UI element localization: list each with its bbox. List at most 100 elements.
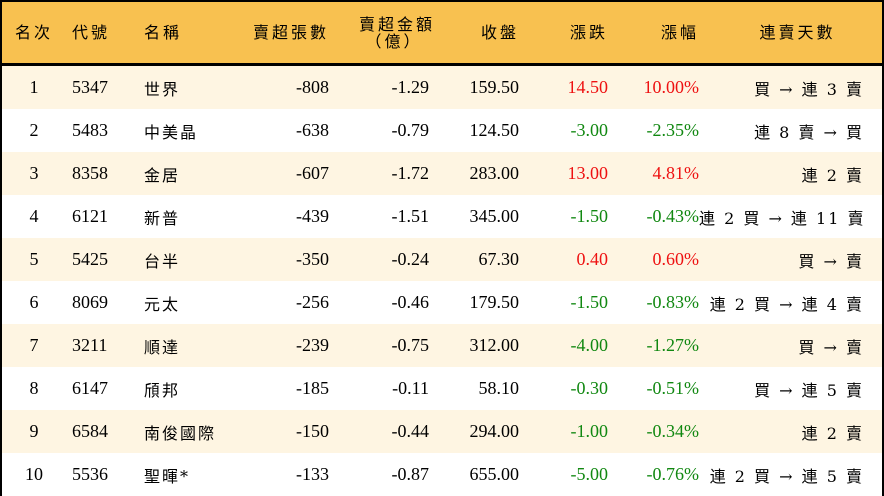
cell-net-sell-shares: -350 (296, 249, 329, 269)
cell-change: -1.50 (570, 206, 609, 226)
cell-rank: 9 (29, 421, 39, 441)
cell-close: 124.50 (469, 120, 520, 140)
cell-streak: 買 → 賣 (798, 251, 864, 271)
cell-name: 南俊國際 (144, 423, 217, 443)
cell-name: 順達 (144, 337, 181, 357)
header-amount-line2: （億） (365, 31, 423, 51)
cell-net-sell-shares: -150 (296, 421, 329, 441)
table-header: 名次 代號 名稱 賣超張數 賣超金額 （億） 收盤 漲跌 漲幅 連賣天數 (2, 2, 882, 66)
cell-net-sell-amount: -1.51 (391, 206, 430, 226)
table-row: 9 6584 南俊國際 -150 -0.44 294.00 -1.00 -0.3… (2, 410, 882, 453)
cell-change: -1.50 (570, 292, 609, 312)
table-row: 2 5483 中美晶 -638 -0.79 124.50 -3.00 -2.35… (2, 109, 882, 152)
cell-net-sell-amount: -0.75 (391, 335, 430, 355)
cell-name: 頎邦 (144, 380, 181, 400)
cell-rank: 7 (29, 335, 39, 355)
cell-rank: 4 (29, 206, 39, 226)
cell-name: 台半 (144, 251, 181, 271)
cell-streak: 買 → 賣 (798, 337, 864, 357)
cell-change-pct: 10.00% (643, 77, 700, 97)
cell-net-sell-amount: -0.11 (392, 378, 429, 398)
cell-streak: 連 2 買 → 連 4 賣 (709, 294, 864, 314)
cell-rank: 5 (29, 249, 39, 269)
cell-streak: 買 → 連 3 賣 (754, 79, 864, 99)
cell-streak: 連 2 買 → 連 11 賣 (699, 208, 866, 228)
cell-code: 6584 (72, 421, 108, 441)
cell-change: 0.40 (576, 249, 609, 269)
table-row: 5 5425 台半 -350 -0.24 67.30 0.40 0.60% 買 … (2, 238, 882, 281)
cell-change: 14.50 (567, 77, 609, 97)
cell-net-sell-shares: -185 (296, 378, 329, 398)
cell-change: -5.00 (570, 464, 609, 484)
cell-rank: 1 (29, 77, 39, 97)
cell-name: 金居 (144, 165, 181, 185)
cell-code: 5536 (72, 464, 108, 484)
cell-close: 283.00 (469, 163, 520, 183)
cell-code: 3211 (72, 335, 108, 355)
table-row: 4 6121 新普 -439 -1.51 345.00 -1.50 -0.43%… (2, 195, 882, 238)
cell-change-pct: -1.27% (646, 335, 700, 355)
cell-close: 655.00 (469, 464, 520, 484)
header-net-sell-shares: 賣超張數 (252, 23, 329, 42)
header-amount-line1: 賣超金額 (359, 14, 436, 34)
table-row: 7 3211 順達 -239 -0.75 312.00 -4.00 -1.27%… (2, 324, 882, 367)
cell-close: 312.00 (469, 335, 520, 355)
cell-rank: 3 (29, 163, 39, 183)
cell-code: 8069 (72, 292, 108, 312)
cell-net-sell-shares: -439 (296, 206, 329, 226)
cell-code: 6147 (72, 378, 108, 398)
header-change-pct: 漲幅 (660, 23, 699, 42)
cell-close: 58.10 (478, 378, 520, 398)
cell-code: 8358 (72, 163, 108, 183)
cell-name: 中美晶 (144, 122, 199, 142)
cell-code: 5347 (72, 77, 108, 97)
cell-rank: 10 (25, 464, 43, 484)
cell-code: 6121 (72, 206, 108, 226)
cell-change-pct: 0.60% (652, 249, 700, 269)
cell-change: 13.00 (567, 163, 609, 183)
cell-net-sell-amount: -0.87 (391, 464, 430, 484)
cell-name: 聖暉* (144, 466, 191, 486)
header-name: 名稱 (144, 23, 183, 42)
cell-net-sell-amount: -0.79 (391, 120, 430, 140)
cell-close: 67.30 (478, 249, 520, 269)
cell-net-sell-shares: -638 (296, 120, 329, 140)
cell-change: -0.30 (570, 378, 609, 398)
header-streak: 連賣天數 (759, 23, 836, 42)
header-change: 漲跌 (569, 23, 608, 42)
cell-close: 345.00 (469, 206, 520, 226)
cell-close: 179.50 (469, 292, 520, 312)
cell-change-pct: -0.51% (646, 378, 700, 398)
cell-change-pct: -0.83% (646, 292, 700, 312)
cell-net-sell-shares: -808 (296, 77, 329, 97)
cell-rank: 6 (29, 292, 39, 312)
cell-streak: 連 2 賣 (801, 165, 864, 185)
cell-name: 新普 (144, 208, 181, 228)
cell-streak: 連 8 賣 → 買 (754, 122, 864, 142)
table-row: 1 5347 世界 -808 -1.29 159.50 14.50 10.00%… (2, 66, 882, 109)
cell-net-sell-amount: -1.72 (391, 163, 430, 183)
cell-code: 5425 (72, 249, 108, 269)
cell-rank: 2 (29, 120, 39, 140)
table-row: 6 8069 元太 -256 -0.46 179.50 -1.50 -0.83%… (2, 281, 882, 324)
cell-change: -1.00 (570, 421, 609, 441)
cell-rank: 8 (29, 378, 39, 398)
cell-net-sell-shares: -607 (296, 163, 329, 183)
cell-net-sell-amount: -1.29 (391, 77, 430, 97)
header-code: 代號 (72, 23, 111, 42)
cell-change-pct: -0.43% (646, 206, 700, 226)
cell-net-sell-amount: -0.44 (391, 421, 430, 441)
header-net-sell-amount: 賣超金額 （億） (329, 14, 436, 51)
cell-close: 159.50 (469, 77, 520, 97)
table-row: 10 5536 聖暉* -133 -0.87 655.00 -5.00 -0.7… (2, 453, 882, 496)
cell-name: 元太 (144, 294, 181, 314)
table-row: 8 6147 頎邦 -185 -0.11 58.10 -0.30 -0.51% … (2, 367, 882, 410)
cell-change: -3.00 (570, 120, 609, 140)
cell-change-pct: -0.76% (646, 464, 700, 484)
cell-change-pct: -0.34% (646, 421, 700, 441)
cell-streak: 連 2 買 → 連 5 賣 (709, 466, 864, 486)
cell-net-sell-amount: -0.24 (391, 249, 430, 269)
cell-net-sell-shares: -133 (296, 464, 329, 484)
table-body: 1 5347 世界 -808 -1.29 159.50 14.50 10.00%… (2, 66, 882, 496)
